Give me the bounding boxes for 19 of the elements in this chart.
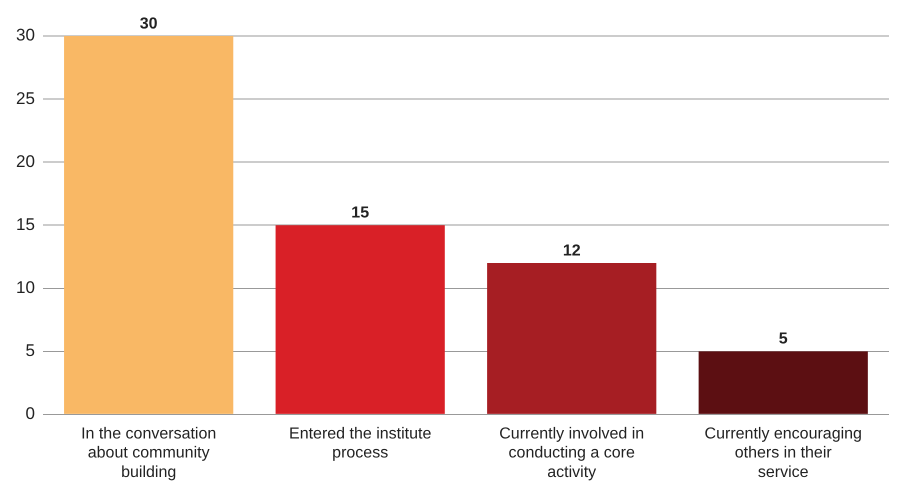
data-label: 30 (140, 15, 158, 32)
y-tick-label: 20 (16, 152, 35, 171)
x-tick-label: Currently involved in conducting a core activity (499, 425, 644, 481)
bar (487, 263, 656, 414)
y-tick-label: 30 (16, 26, 35, 45)
data-label: 12 (562, 242, 581, 260)
x-tick-label: Currently encouraging others in their service (704, 425, 862, 481)
bar (698, 351, 868, 414)
x-tick-label: In the conversation about community building (81, 425, 216, 481)
bar (276, 225, 445, 414)
y-tick-label: 5 (25, 341, 35, 360)
data-label: 5 (778, 330, 788, 348)
y-tick-label: 10 (16, 278, 35, 297)
bar (64, 36, 234, 414)
y-tick-label: 0 (25, 404, 35, 424)
data-label: 15 (351, 204, 370, 222)
y-tick-label: 25 (16, 88, 35, 108)
x-tick-label: Entered the institute process (289, 425, 432, 462)
y-tick-label: 15 (16, 214, 35, 234)
